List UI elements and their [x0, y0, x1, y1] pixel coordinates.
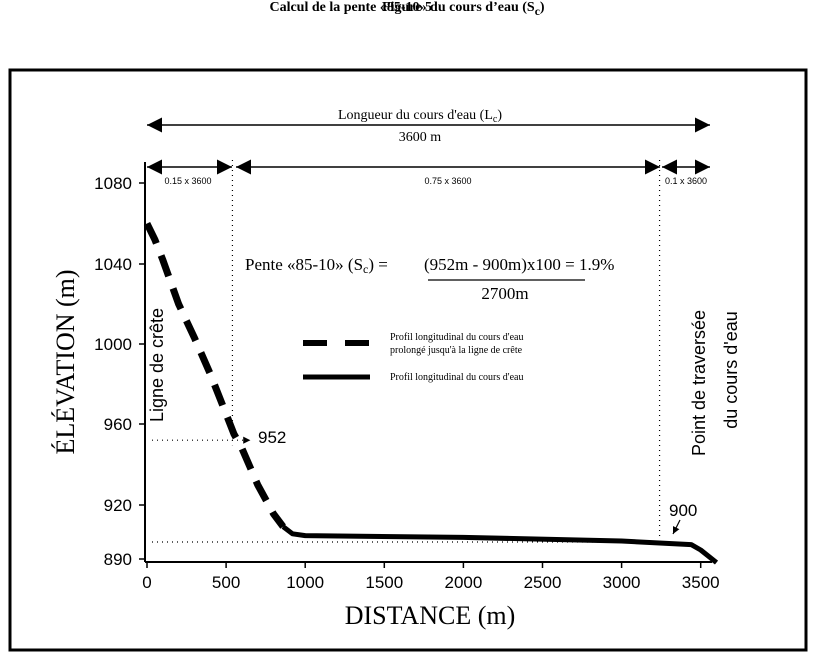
x-tick-label: 500 [212, 573, 240, 592]
traversee-label-1: Point de traversée [689, 310, 709, 456]
length-label: Longueur du cours d'eau (Lc) [338, 108, 502, 125]
x-axis-label: DISTANCE (m) [345, 601, 516, 630]
figure-caption: Calcul de la pente «85-10» du cours d’ea… [0, 0, 814, 18]
x-tick-label: 1000 [286, 573, 324, 592]
length-value: 3600 m [399, 130, 442, 145]
y-ticks: 1080 1040 1000 960 920 890 [94, 174, 145, 569]
legend-dashed-label-1: Profil longitudinal du cours d'eau [390, 332, 523, 343]
caption-end: ) [539, 0, 545, 15]
y-tick-label: 1080 [94, 174, 132, 193]
arrow-900 [672, 519, 681, 535]
formula-denominator: 2700m [481, 284, 528, 303]
x-tick-label: 3500 [682, 573, 720, 592]
traversee-label-2: du cours d'eau [721, 311, 741, 429]
y-tick-label: 1040 [94, 255, 132, 274]
caption-main: Calcul de la pente «85-10» du cours d’ea… [269, 0, 535, 15]
figure-number: Figure 5 [382, 0, 432, 15]
x-tick-label: 0 [142, 573, 151, 592]
formula-lhs: Pente «85-10» (Sc) = [245, 255, 388, 276]
formula-numerator: (952m - 900m)x100 = 1.9% [424, 255, 614, 274]
legend-dashed-label-2: prolongé jusqu'à la ligne de crête [390, 345, 523, 356]
x-tick-label: 2500 [524, 573, 562, 592]
series-solid-profile [281, 524, 719, 565]
caption-subscript: c [534, 4, 540, 18]
x-tick-label: 2000 [444, 573, 482, 592]
y-axis-label: ÉLÉVATION (m) [51, 269, 80, 454]
segment-3-label: 0.1 x 3600 [665, 176, 707, 186]
series-dashed-profile [143, 221, 286, 529]
figure-frame [8, 68, 808, 652]
y-tick-label: 890 [104, 550, 132, 569]
x-ticks: 0 500 1000 1500 2000 2500 3000 3500 [142, 562, 720, 592]
legend-solid-label: Profil longitudinal du cours d'eau [390, 372, 523, 383]
segment-1-label: 0.15 x 3600 [164, 176, 211, 186]
x-tick-label: 3000 [603, 573, 641, 592]
ligne-crete-label: Ligne de crête [147, 308, 167, 422]
label-952: 952 [258, 428, 286, 447]
segment-2-label: 0.75 x 3600 [424, 176, 471, 186]
y-tick-label: 1000 [94, 335, 132, 354]
y-tick-label: 960 [104, 415, 132, 434]
y-tick-label: 920 [104, 496, 132, 515]
x-tick-label: 1500 [365, 573, 403, 592]
label-900: 900 [669, 501, 697, 520]
